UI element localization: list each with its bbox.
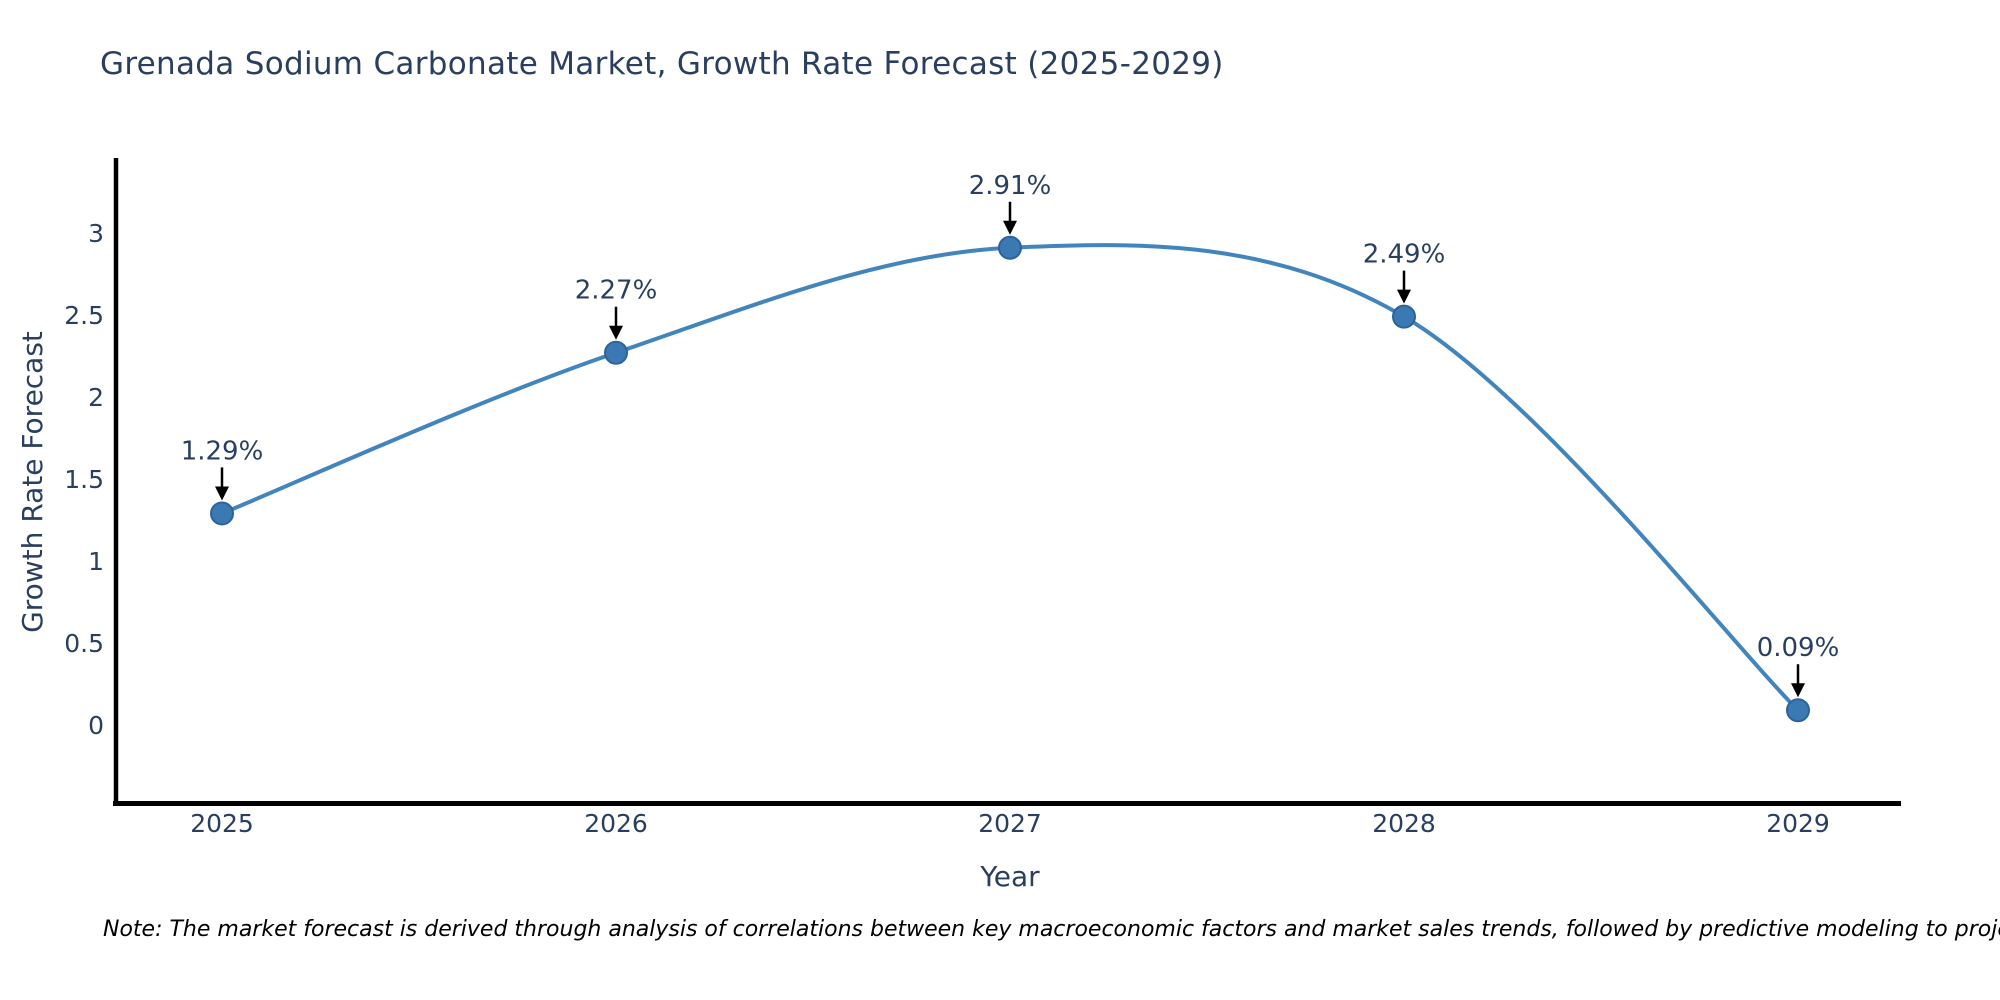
data-point-marker[interactable] (210, 501, 234, 526)
data-point-marker[interactable] (998, 235, 1022, 260)
x-tick-label: 2025 (190, 809, 254, 838)
y-tick-label: 0 (88, 711, 104, 740)
y-tick-label: 0.5 (64, 629, 104, 658)
annotation: 2.91% (969, 171, 1052, 235)
x-tick-labels: 2025 2026 2027 2028 2029 (190, 809, 1830, 838)
annotation-arrowhead-icon (1003, 220, 1017, 235)
annotation-arrowhead-icon (1791, 683, 1805, 698)
annotation: 0.09% (1757, 633, 1840, 698)
footnote: Note: The market forecast is derived thr… (103, 917, 2000, 942)
annotation-label: 2.49% (1363, 240, 1446, 270)
x-tick-label: 2027 (978, 809, 1042, 838)
annotation-label: 1.29% (181, 436, 264, 466)
annotation-arrowhead-icon (215, 486, 229, 501)
x-tick-label: 2029 (1766, 809, 1830, 838)
annotation: 1.29% (181, 436, 264, 501)
y-tick-label: 3 (88, 219, 104, 248)
annotation-arrowhead-icon (609, 325, 623, 340)
annotation-label: 0.09% (1757, 633, 1840, 663)
annotation-label: 2.91% (969, 171, 1052, 201)
data-point-marker[interactable] (1392, 304, 1416, 329)
annotation: 2.49% (1363, 240, 1446, 304)
y-tick-label: 1 (88, 547, 104, 576)
x-tick-label: 2028 (1372, 809, 1436, 838)
annotations: 1.29% 2.27% 2.91% 2.49% 0.09% (181, 171, 1840, 698)
data-point-marker[interactable] (604, 340, 628, 365)
annotation-arrowhead-icon (1397, 289, 1411, 304)
y-tick-label: 2 (88, 383, 104, 412)
y-tick-labels: 0 0.5 1 1.5 2 2.5 3 (64, 219, 104, 740)
y-axis-title: Growth Rate Forecast (16, 331, 49, 633)
chart-title: Grenada Sodium Carbonate Market, Growth … (100, 46, 1224, 82)
x-axis-title: Year (979, 860, 1040, 893)
data-point-markers[interactable] (210, 235, 1810, 723)
x-tick-label: 2026 (584, 809, 648, 838)
data-point-marker[interactable] (1786, 698, 1810, 723)
series-line (220, 243, 1800, 713)
y-tick-label: 1.5 (64, 465, 104, 494)
annotation-label: 2.27% (575, 276, 658, 306)
annotation: 2.27% (575, 276, 658, 340)
y-tick-label: 2.5 (64, 301, 104, 330)
